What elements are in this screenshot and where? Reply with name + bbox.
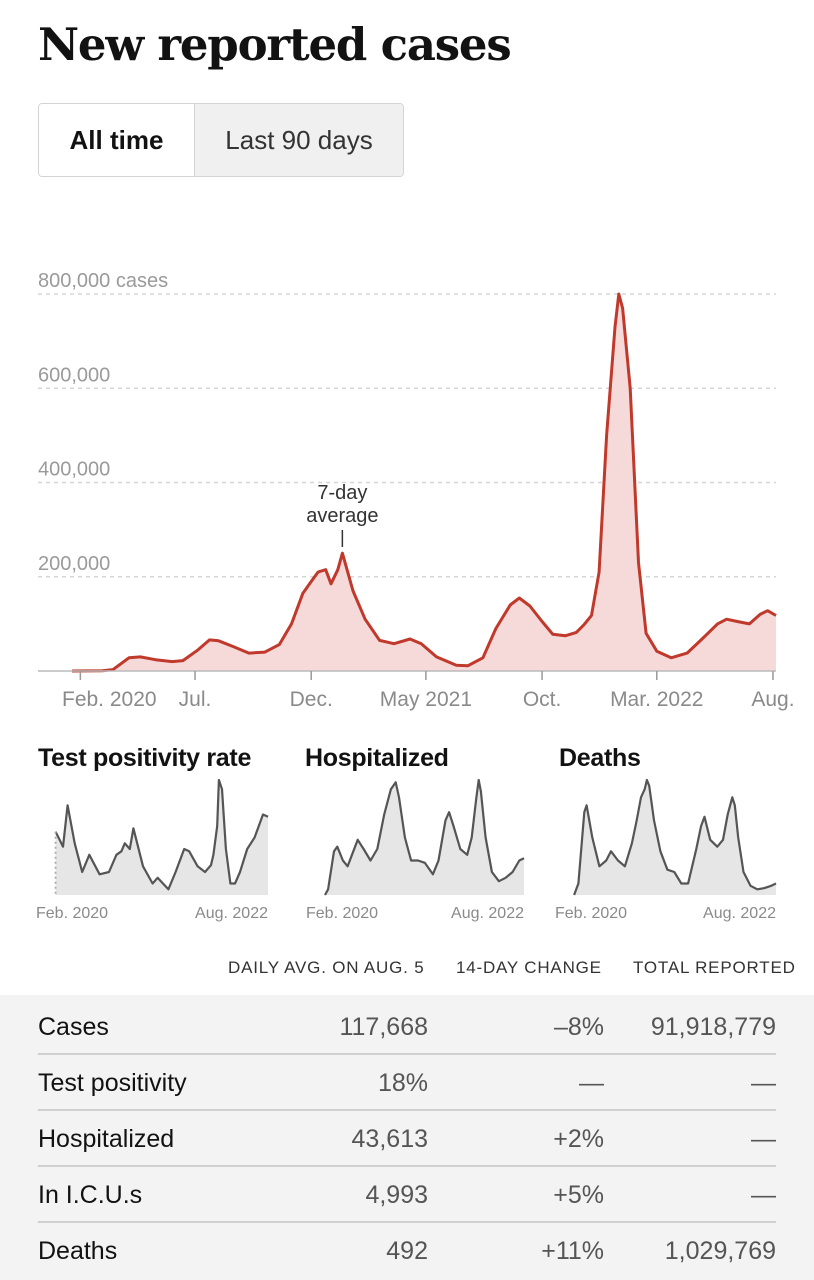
total-value: — [751, 1181, 776, 1209]
daily-avg-value: 43,613 [351, 1125, 428, 1153]
change-value: –8% [553, 1013, 604, 1041]
sparkline-area [55, 780, 269, 895]
daily-avg-value: 4,993 [365, 1181, 428, 1209]
hospitalized-title: Hospitalized [305, 744, 449, 772]
table-row: Test positivity 18% — — [38, 1055, 776, 1111]
x-tick-label: Aug. 2022 [451, 905, 524, 922]
x-tick-label: Oct. [523, 688, 562, 711]
total-value: — [751, 1069, 776, 1097]
all-time-button[interactable]: All time [39, 104, 195, 176]
table-row: Deaths 492 +11% 1,029,769 [38, 1223, 776, 1279]
x-tick-label: Mar. 2022 [610, 688, 703, 711]
table-row: In I.C.U.s 4,993 +5% — [38, 1167, 776, 1223]
cases-chart: 800,000 cases 600,000 400,000 200,000 Feb. 2… [38, 270, 795, 711]
row-label: Hospitalized [38, 1125, 175, 1153]
x-tick-label: Feb. 2020 [36, 905, 108, 922]
header-14-day-change: 14-DAY CHANGE [456, 958, 602, 977]
cases-line [71, 292, 777, 673]
x-tick-label: Aug. [751, 688, 794, 711]
hospitalized-chart: Feb. 2020 Aug. 2022 [306, 778, 525, 922]
sparkline-line [54, 778, 269, 891]
stats-table: Cases 117,668 –8% 91,918,779 Test positi… [0, 995, 814, 1280]
deaths-title: Deaths [559, 744, 641, 772]
sparkline-line [324, 778, 525, 896]
daily-avg-value: 117,668 [339, 1013, 428, 1041]
y-tick-label: 400,000 [38, 459, 110, 481]
y-tick-label: 600,000 [38, 364, 110, 386]
x-tick-label: Feb. 2020 [62, 688, 157, 711]
x-tick-label: Aug. 2022 [703, 905, 776, 922]
table-row: Cases 117,668 –8% 91,918,779 [38, 999, 776, 1055]
row-label: Deaths [38, 1237, 118, 1265]
change-value: +11% [541, 1237, 604, 1265]
x-tick-label: Aug. 2022 [195, 905, 268, 922]
total-value: 91,918,779 [650, 1013, 776, 1041]
y-tick-label: 200,000 [38, 553, 110, 575]
test-positivity-title: Test positivity rate [38, 744, 252, 772]
daily-avg-value: 492 [386, 1237, 428, 1265]
total-value: 1,029,769 [664, 1237, 776, 1265]
total-value: — [751, 1125, 776, 1153]
row-label: Test positivity [38, 1069, 187, 1097]
change-value: — [579, 1069, 604, 1097]
change-value: +2% [553, 1125, 604, 1153]
deaths-chart: Feb. 2020 Aug. 2022 [555, 778, 777, 922]
sparkline-line [573, 778, 777, 896]
row-label: In I.C.U.s [38, 1181, 143, 1209]
time-range-toggle: All time Last 90 days [38, 103, 404, 177]
y-tick-label: 800,000 cases [38, 270, 168, 292]
last-90-days-button[interactable]: Last 90 days [195, 104, 403, 176]
row-label: Cases [38, 1013, 109, 1041]
header-daily-avg: DAILY AVG. ON AUG. 5 [228, 958, 425, 977]
x-tick-label: May 2021 [380, 688, 472, 711]
x-tick-label: Jul. [179, 688, 212, 711]
change-value: +5% [553, 1181, 604, 1209]
annotation-label: 7-day [317, 482, 367, 504]
cases-area [72, 294, 776, 671]
sparkline-area [324, 780, 524, 895]
table-row: Hospitalized 43,613 +2% — [38, 1111, 776, 1167]
header-total-reported: TOTAL REPORTED [633, 958, 796, 977]
daily-avg-value: 18% [377, 1069, 428, 1097]
annotation-label: average [306, 505, 378, 527]
page-title: New reported cases [38, 18, 512, 71]
x-tick-label: Dec. [290, 688, 333, 711]
x-tick-label: Feb. 2020 [555, 905, 627, 922]
x-tick-label: Feb. 2020 [306, 905, 378, 922]
test-positivity-chart: Feb. 2020 Aug. 2022 [36, 778, 269, 922]
